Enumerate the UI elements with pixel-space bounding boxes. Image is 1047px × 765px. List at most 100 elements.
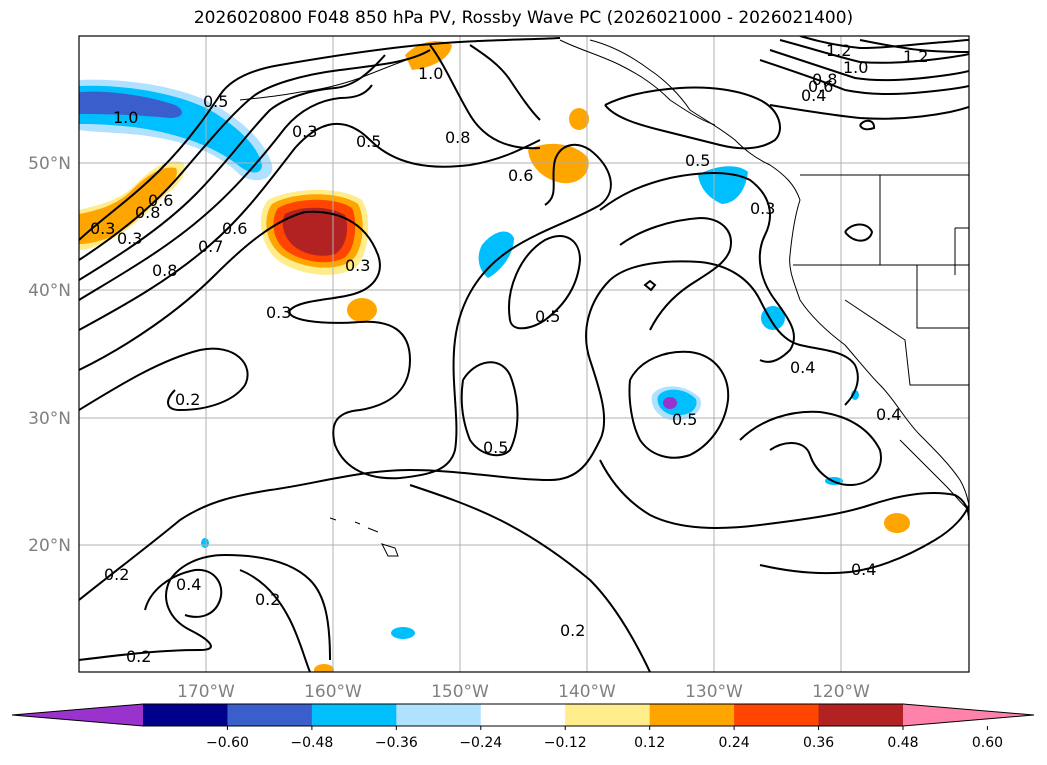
contour-label: 0.2 <box>175 390 200 409</box>
contour-label: 0.4 <box>851 560 876 579</box>
latitude-labels: 50°N 40°N 30°N 20°N <box>28 154 71 556</box>
colorbar: −0.60 −0.48 −0.36 −0.24 −0.12 0.12 0.24 0.36 0.4… <box>11 703 1035 751</box>
colorbar-bin <box>480 704 566 726</box>
contour-label: 0.8 <box>135 203 160 222</box>
negative-anomaly-small <box>657 389 697 416</box>
baja-coastline <box>899 439 969 511</box>
contour-label: 0.4 <box>176 575 201 594</box>
contour-label: 0.8 <box>445 128 470 147</box>
colorbar-tick-label: −0.24 <box>459 735 502 751</box>
contour-label: 0.4 <box>801 86 826 105</box>
colorbar-tick-label: 0.24 <box>719 735 750 751</box>
contour-label: 1.0 <box>418 64 443 83</box>
lat-label: 40°N <box>28 281 71 301</box>
contour-label: 0.3 <box>90 219 115 238</box>
colorbar-bin <box>649 704 735 726</box>
contour-label: 0.2 <box>255 590 280 609</box>
contour-label: 0.5 <box>535 307 560 326</box>
coastlines <box>239 39 969 557</box>
positive-anomaly-small <box>347 298 377 322</box>
negative-anomaly-small <box>851 390 859 400</box>
positive-anomaly-core <box>79 167 177 244</box>
colorbar-bin <box>396 704 482 726</box>
contour-label: 0.5 <box>685 151 710 170</box>
contour-label: 0.2 <box>560 621 585 640</box>
contour-label: 0.6 <box>222 219 247 238</box>
negative-anomaly-small <box>391 627 415 639</box>
colorbar-bin <box>565 704 651 726</box>
lon-label: 120°W <box>812 682 870 702</box>
contour-label: 0.8 <box>152 261 177 280</box>
contour-label: 0.3 <box>345 256 370 275</box>
colorbar-tick-label: −0.36 <box>375 735 418 751</box>
contour-label: 1.0 <box>113 108 138 127</box>
colorbar-tick-label: 0.36 <box>803 735 834 751</box>
lon-label: 150°W <box>431 682 489 702</box>
colorbar-bin <box>311 704 397 726</box>
contour-label: 0.4 <box>790 358 815 377</box>
colorbar-tick-label: 0.12 <box>634 735 665 751</box>
hawaii-islands <box>329 517 399 557</box>
negative-anomaly-inner <box>79 91 182 118</box>
positive-anomaly-small <box>569 108 589 130</box>
contour-label: 1.0 <box>843 58 868 77</box>
positive-anomaly-small <box>528 143 589 184</box>
colorbar-tick-label: 0.60 <box>972 735 1003 751</box>
contour-label: 0.5 <box>203 92 228 111</box>
contour-label: 0.6 <box>808 77 833 96</box>
colorbar-bin <box>143 704 228 726</box>
north-america-coastline <box>589 39 969 506</box>
contour-label: 0.3 <box>266 303 291 322</box>
aleutian-islands <box>239 54 421 101</box>
contour-label: 0.5 <box>356 132 381 151</box>
contour-label: 0.3 <box>750 199 775 218</box>
contour-label: 1.2 <box>826 41 851 60</box>
positive-anomaly-small <box>405 41 452 70</box>
contour-label: 0.2 <box>104 565 129 584</box>
positive-anomaly-max-dark <box>282 207 348 256</box>
contour-label: 0.3 <box>117 229 142 248</box>
lon-label: 140°W <box>558 682 616 702</box>
colorbar-tick-label: −0.60 <box>206 735 249 751</box>
contour-label: 0.6 <box>148 191 173 210</box>
contour-label: 0.8 <box>812 70 837 89</box>
lat-label: 20°N <box>28 536 71 556</box>
contour-label: 0.5 <box>672 410 697 429</box>
negative-anomaly-small <box>663 397 677 409</box>
contour-label: 0.3 <box>292 122 317 141</box>
contour-label: 0.5 <box>483 438 508 457</box>
colorbar-tick-label: −0.48 <box>290 735 333 751</box>
negative-anomaly-small <box>201 538 209 548</box>
contour-label: 0.4 <box>876 405 901 424</box>
colorbar-outline <box>11 703 1035 727</box>
lon-label: 170°W <box>177 682 235 702</box>
colorbar-tick-label: −0.12 <box>544 735 587 751</box>
colorbar-extend-max <box>903 704 1034 726</box>
contour-label: 0.6 <box>508 166 533 185</box>
positive-anomaly-small <box>314 664 334 672</box>
lon-label: 130°W <box>685 682 743 702</box>
contour-label: 0.7 <box>198 237 223 256</box>
state-border <box>916 265 969 329</box>
contour-labels: 1.2 1.2 1.0 1.0 0.8 0.6 0.4 1.0 0.5 0.3 … <box>90 41 928 666</box>
pv-contours <box>79 36 969 672</box>
lon-label: 160°W <box>304 682 362 702</box>
colorbar-bin <box>734 704 820 726</box>
contour-label: 0.2 <box>126 647 151 666</box>
contour-label: 1.2 <box>903 47 928 66</box>
alaska-coastline <box>559 39 716 126</box>
positive-anomaly-small <box>884 513 910 533</box>
state-border <box>954 227 969 275</box>
longitude-labels: 170°W 160°W 150°W 140°W 130°W 120°W <box>177 682 870 702</box>
negative-anomaly-small <box>478 231 514 278</box>
colorbar-bin <box>818 704 904 726</box>
state-border <box>844 299 969 386</box>
lat-label: 30°N <box>28 409 71 429</box>
lat-label: 50°N <box>28 154 71 174</box>
map-title: 2026020800 F048 850 hPa PV, Rossby Wave … <box>193 8 854 28</box>
colorbar-tick-label: 0.48 <box>887 735 918 751</box>
map-frame <box>78 35 970 673</box>
colorbar-bin <box>227 704 313 726</box>
colorbar-extend-min <box>12 704 143 726</box>
